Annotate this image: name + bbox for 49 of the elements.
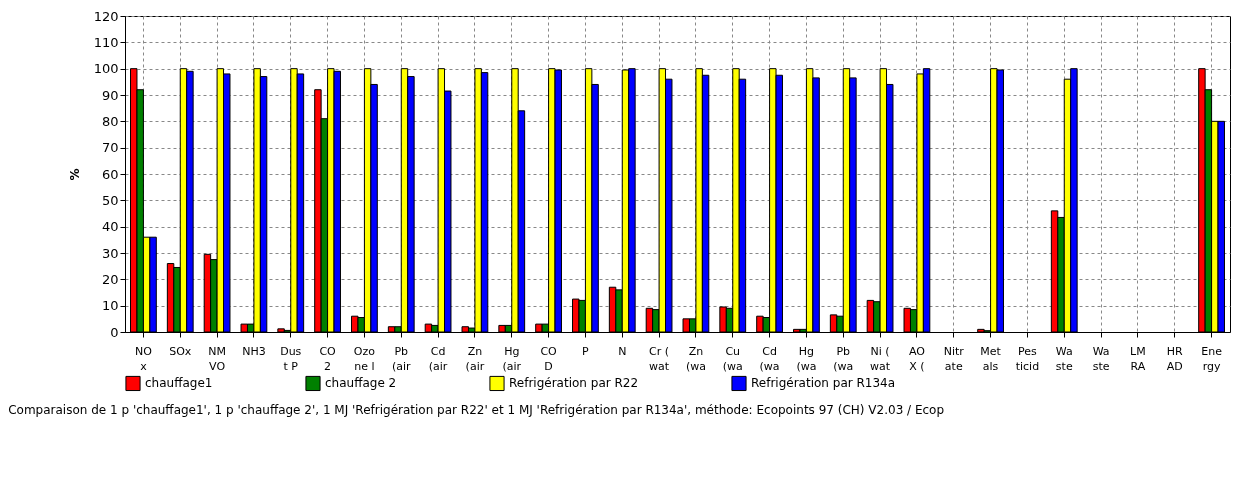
y-tick-label: 70 bbox=[101, 140, 119, 156]
x-tick-label: Zn (air bbox=[465, 344, 485, 373]
x-tick-label: Ene rgy bbox=[1201, 344, 1223, 373]
legend-label: Refrigération par R134a bbox=[751, 376, 896, 391]
x-tick-label: Wa ste bbox=[1055, 344, 1073, 373]
text: Comparaison de 1 p 'chauffage1', 1 p 'chauffage 2', 1 MJ 'Refrigération par R22' et 1 MJ 'Refrigération par R134a', méthode: Ecopoints 97 (CH) V2.03 / Ecop bbox=[8, 403, 945, 417]
x-tick-label: SOx bbox=[169, 344, 192, 358]
x-tick-label: CO D bbox=[540, 344, 558, 373]
x-tick-label: Cd (air bbox=[428, 344, 448, 373]
y-tick-label: 120 bbox=[93, 8, 119, 24]
x-tick-label: Cd (wa bbox=[759, 344, 780, 373]
x-tick-label: Ni ( wat bbox=[870, 344, 891, 373]
x-tick-label: CO 2 bbox=[319, 344, 337, 373]
y-tick-label: 40 bbox=[101, 219, 119, 235]
x-tick-label: AO X ( bbox=[908, 344, 926, 373]
x-tick-label: P bbox=[582, 344, 590, 358]
x-tick-label: NM VO bbox=[208, 344, 226, 373]
legend-label: chauffage1 bbox=[145, 376, 213, 391]
x-tick-label: Pb (wa bbox=[833, 344, 854, 373]
x-tick-label: Pb (air bbox=[391, 344, 412, 373]
y-tick-label: 60 bbox=[101, 166, 119, 182]
x-tick-label: N bbox=[618, 344, 627, 358]
y-axis-title: % bbox=[67, 168, 82, 181]
x-tick-label: Ozo ne l bbox=[353, 344, 376, 373]
legend-label: Refrigération par R22 bbox=[509, 376, 639, 391]
y-tick-label: 90 bbox=[101, 87, 119, 103]
y-tick-label: 80 bbox=[101, 113, 119, 129]
x-tick-label: Hg (air bbox=[502, 344, 522, 373]
x-tick-label: NH3 bbox=[242, 344, 266, 358]
x-tick-label: Cr ( wat bbox=[649, 344, 670, 373]
x-tick-label: Wa ste bbox=[1092, 344, 1110, 373]
x-tick-label: Hg (wa bbox=[796, 344, 817, 373]
legend-label: chauffage 2 bbox=[325, 376, 397, 391]
y-tick-label: 100 bbox=[93, 61, 119, 77]
y-tick-label: 10 bbox=[101, 298, 119, 314]
x-tick-label: LM RA bbox=[1130, 344, 1146, 373]
y-tick-label: 0 bbox=[110, 324, 119, 340]
x-tick-label: Dus t P bbox=[280, 344, 302, 373]
x-tick-label: Pes ticid bbox=[1015, 344, 1040, 373]
x-tick-label: Zn (wa bbox=[685, 344, 706, 373]
y-tick-label: 20 bbox=[101, 271, 119, 287]
x-tick-label: NO x bbox=[134, 344, 153, 373]
x-tick-label: Nitr ate bbox=[943, 344, 965, 373]
x-tick-label: HR AD bbox=[1166, 344, 1184, 373]
x-tick-label: Cu (wa bbox=[722, 344, 743, 373]
y-tick-label: 30 bbox=[101, 245, 119, 261]
y-tick-label: 50 bbox=[101, 192, 119, 208]
x-tick-label: Met als bbox=[980, 344, 1002, 373]
y-tick-label: 110 bbox=[93, 34, 119, 50]
